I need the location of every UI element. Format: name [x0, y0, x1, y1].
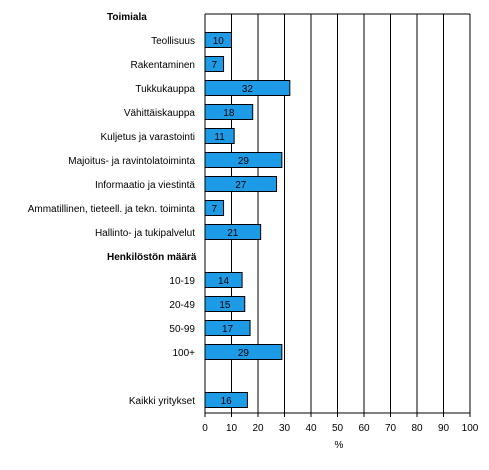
category-label: Informaatio ja viestintä: [95, 180, 195, 191]
category-labels: Toimiala Teollisuus Rakentaminen Tukkukaupp…: [28, 12, 197, 407]
x-tick-label-30: 30: [279, 423, 291, 434]
bar: [204, 104, 254, 120]
x-tick-label-100: 100: [462, 423, 479, 434]
category-label: Kaikki yritykset: [129, 396, 195, 407]
data-label: 11: [214, 132, 225, 143]
category-label: Hallinto- ja tukipalvelut: [95, 228, 195, 239]
x-tick-label-40: 40: [305, 423, 317, 434]
data-label: 7: [211, 60, 217, 71]
bar: [204, 176, 278, 192]
bar: [204, 296, 246, 312]
x-tick-label-70: 70: [385, 423, 397, 434]
bar: [204, 344, 283, 360]
category-label: Majoitus- ja ravintolatoiminta: [68, 156, 195, 167]
x-axis-title: %: [335, 440, 344, 451]
bars: 10 7 32 18 11 29 27 7 21 14 15 17 29 16: [204, 32, 291, 408]
x-axis: 0 10 20 30 40 50 60 70 80 90 100: [202, 412, 479, 434]
bar: [204, 200, 225, 216]
data-label: 32: [242, 84, 254, 95]
bar: [204, 56, 225, 72]
data-label: 21: [227, 228, 239, 239]
data-label: 29: [238, 156, 250, 167]
data-label: 7: [211, 204, 217, 215]
data-label: 18: [223, 108, 235, 119]
x-tick-label-50: 50: [332, 423, 344, 434]
category-label: 20-49: [169, 300, 195, 311]
bar: [204, 32, 232, 48]
bar: [204, 80, 291, 96]
bar: [204, 224, 262, 240]
data-label: 14: [218, 276, 230, 287]
data-label: 29: [238, 348, 250, 359]
category-label: 10-19: [169, 276, 195, 287]
category-label: Kuljetus ja varastointi: [101, 132, 196, 143]
x-tick-label-90: 90: [438, 423, 450, 434]
data-label: 17: [222, 324, 234, 335]
group-header: Henkilöstön määrä: [107, 252, 197, 263]
category-label: Teollisuus: [151, 36, 195, 47]
bar: [204, 152, 283, 168]
x-tick-label-60: 60: [358, 423, 370, 434]
data-label: 27: [235, 180, 247, 191]
bar: [204, 272, 243, 288]
category-label: Tukkukauppa: [135, 84, 195, 95]
data-label: 16: [221, 396, 233, 407]
group-header: Toimiala: [107, 12, 147, 23]
bar: [204, 320, 251, 336]
x-tick-label-10: 10: [226, 423, 238, 434]
category-label: Ammatillinen, tieteell. ja tekn. toimint…: [28, 204, 196, 215]
x-tick-label-80: 80: [411, 423, 423, 434]
category-label: 50-99: [169, 324, 195, 335]
data-label: 15: [219, 300, 231, 311]
category-label: Vähittäiskauppa: [124, 108, 196, 119]
x-tick-label-0: 0: [202, 423, 208, 434]
bar: [204, 392, 248, 408]
category-label: Rakentaminen: [131, 60, 195, 71]
x-tick-label-20: 20: [252, 423, 264, 434]
category-label: 100+: [172, 348, 195, 359]
data-label: 10: [213, 36, 225, 47]
bar: [204, 128, 235, 144]
